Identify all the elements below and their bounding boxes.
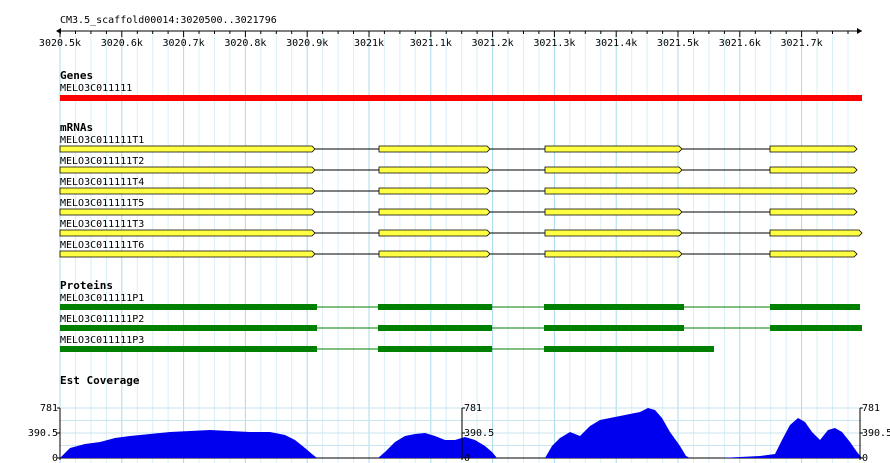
ruler-tick-label: 3021.2k [472, 38, 514, 49]
protein-block[interactable] [378, 325, 492, 331]
coverage-axis-label: 781 [464, 403, 482, 414]
ruler-tick-label: 3021.7k [781, 38, 823, 49]
mrna-exon[interactable] [769, 229, 863, 237]
mrna-label[interactable]: MELO3C011111T4 [60, 177, 145, 188]
mrna-exon[interactable] [544, 229, 683, 237]
protein-block[interactable] [60, 325, 317, 331]
mrna-exon[interactable] [59, 187, 316, 195]
ruler-tick-label: 3020.6k [101, 38, 143, 49]
mrna-exon[interactable] [59, 166, 316, 174]
ruler-tick-label: 3020.9k [286, 38, 328, 49]
ruler-right-arrow [857, 28, 862, 34]
ruler-tick-label: 3020.8k [224, 38, 266, 49]
mrna-exon[interactable] [544, 166, 683, 174]
ruler-tick-label: 3021.1k [410, 38, 452, 49]
ruler-tick-label: 3021k [354, 38, 384, 49]
protein-block[interactable] [544, 304, 684, 310]
mrna-exon[interactable] [378, 250, 491, 258]
protein-label[interactable]: MELO3C011111P1 [60, 293, 145, 304]
ruler-tick-label: 3021.4k [595, 38, 637, 49]
coverage-axis-label: 390.5 [862, 428, 890, 439]
genes-track-title: Genes [60, 69, 94, 82]
mrna-exon[interactable] [59, 229, 316, 237]
mrna-label[interactable]: MELO3C011111T3 [60, 219, 145, 230]
mrna-exon[interactable] [769, 145, 858, 153]
mrna-exon[interactable] [544, 145, 683, 153]
mrna-exon[interactable] [769, 208, 858, 216]
ruler-tick-label: 3021.3k [533, 38, 575, 49]
coverage-axis-label: 0 [52, 453, 58, 463]
mrna-exon[interactable] [378, 187, 491, 195]
coverage-axis-label: 781 [40, 403, 58, 414]
ruler-tick-label: 3020.5k [39, 38, 81, 49]
mrna-label[interactable]: MELO3C011111T5 [60, 198, 145, 209]
mrna-exon[interactable] [769, 250, 858, 258]
mrna-exon[interactable] [544, 187, 858, 195]
gene-bar[interactable] [60, 95, 862, 101]
protein-block[interactable] [770, 304, 860, 310]
coverage-axis-label: 781 [862, 403, 880, 414]
mrna-exon[interactable] [378, 229, 491, 237]
protein-block[interactable] [378, 304, 492, 310]
ruler-tick-label: 3020.7k [163, 38, 205, 49]
mrna-exon[interactable] [378, 145, 491, 153]
mrnas-track-title: mRNAs [60, 121, 94, 134]
mrna-exon[interactable] [378, 166, 491, 174]
coverage-axis-label: 390.5 [28, 428, 58, 439]
protein-block[interactable] [544, 325, 684, 331]
protein-block[interactable] [770, 325, 862, 331]
mrna-exon[interactable] [544, 208, 683, 216]
protein-block[interactable] [378, 346, 492, 352]
location-label: CM3.5_scaffold00014:3020500..3021796 [60, 15, 277, 26]
proteins-track-title: Proteins [60, 279, 113, 292]
mrna-exon[interactable] [59, 208, 316, 216]
coverage-axis-label: 390.5 [464, 428, 494, 439]
mrna-exon[interactable] [59, 145, 316, 153]
mrna-exon[interactable] [378, 208, 491, 216]
protein-label[interactable]: MELO3C011111P3 [60, 335, 145, 346]
protein-block[interactable] [60, 304, 317, 310]
mrna-exon[interactable] [59, 250, 316, 258]
coverage-profile[interactable] [60, 408, 862, 458]
ruler-tick-label: 3021.6k [719, 38, 761, 49]
mrna-exon[interactable] [544, 250, 683, 258]
protein-block[interactable] [60, 346, 317, 352]
protein-block[interactable] [544, 346, 714, 352]
protein-label[interactable]: MELO3C011111P2 [60, 314, 145, 325]
coverage-axis-label: 0 [862, 453, 868, 463]
gene-label[interactable]: MELO3C011111 [60, 83, 133, 94]
ruler-tick-label: 3021.5k [657, 38, 699, 49]
mrna-label[interactable]: MELO3C011111T6 [60, 240, 145, 251]
mrna-exon[interactable] [769, 166, 858, 174]
mrna-label[interactable]: MELO3C011111T2 [60, 156, 145, 167]
coverage-axis-label: 0 [464, 453, 470, 463]
coverage-track-title: Est Coverage [60, 374, 140, 387]
mrna-label[interactable]: MELO3C011111T1 [60, 135, 145, 146]
